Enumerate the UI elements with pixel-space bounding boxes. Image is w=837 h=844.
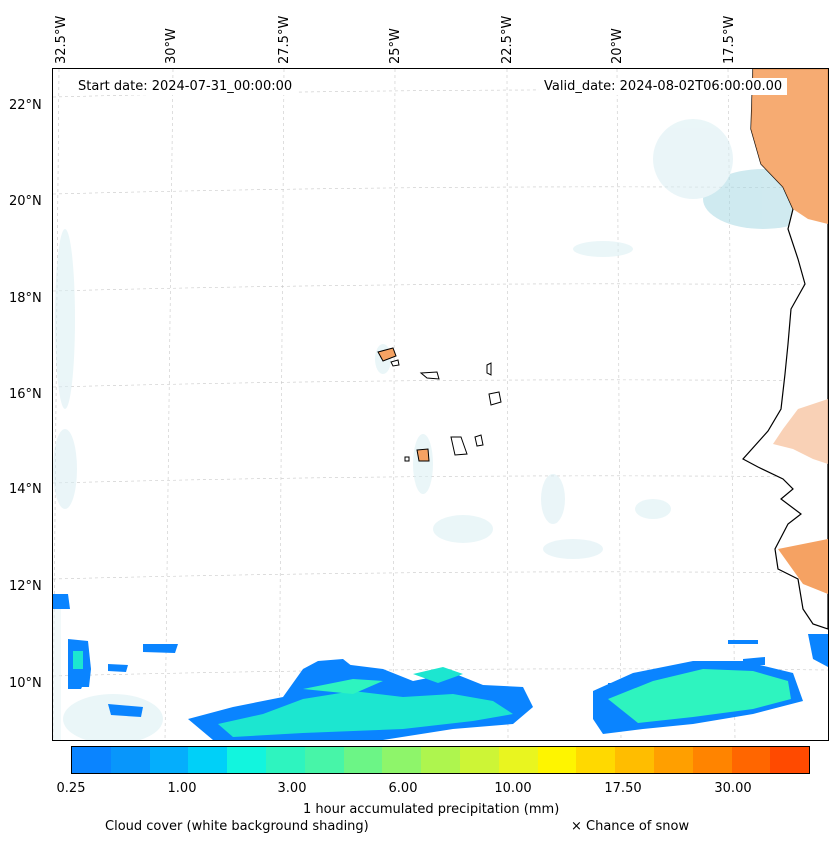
lon-label: 22.5°W — [500, 15, 515, 64]
lat-label: 16°N — [9, 387, 42, 402]
lon-label: 17.5°W — [722, 15, 737, 64]
map-panel[interactable]: Start date: 2024-07-31_00:00:00 Valid_da… — [52, 68, 829, 741]
colorbar-segment — [421, 747, 460, 773]
colorbar-tick: 0.25 — [56, 781, 86, 796]
start-date-label: Start date: 2024-07-31_00:00:00 — [73, 78, 298, 95]
colorbar-segment — [72, 747, 111, 773]
colorbar-tick: 30.00 — [714, 781, 752, 796]
sahara-shading — [751, 69, 828, 224]
lon-label: 27.5°W — [277, 15, 292, 64]
colorbar-segment — [227, 747, 266, 773]
colorbar-segment — [498, 747, 538, 773]
colorbar-segment — [149, 747, 189, 773]
lat-label: 20°N — [9, 194, 42, 209]
colorbar-title: 1 hour accumulated precipitation (mm) — [303, 802, 560, 817]
lon-label: 25°W — [388, 28, 403, 64]
colorbar-tick: 1.00 — [167, 781, 197, 796]
colorbar-segment — [343, 747, 383, 773]
lat-label: 12°N — [9, 579, 42, 594]
colorbar-segment — [188, 747, 228, 773]
colorbar-segment — [459, 747, 499, 773]
colorbar-segment — [110, 747, 150, 773]
cloud-cover-legend: Cloud cover (white background shading) — [105, 819, 369, 834]
colorbar-segment — [653, 747, 693, 773]
lat-label: 14°N — [9, 482, 42, 497]
colorbar-segment — [615, 747, 654, 773]
lat-label: 10°N — [9, 676, 42, 691]
colorbar-segment — [576, 747, 616, 773]
colorbar-segment — [382, 747, 422, 773]
lat-label: 18°N — [9, 291, 42, 306]
colorbar-segment — [731, 747, 771, 773]
valid-date-label: Valid_date: 2024-08-02T06:00:00.00 — [539, 78, 788, 95]
snow-legend: × Chance of snow — [571, 819, 690, 834]
cape-verde-islands — [377, 347, 502, 462]
colorbar-tick: 17.50 — [604, 781, 642, 796]
guinea-coast-land — [778, 539, 828, 594]
colorbar-tick: 10.00 — [494, 781, 532, 796]
map-canvas — [53, 69, 828, 740]
colorbar-tick: 3.00 — [277, 781, 307, 796]
lon-label: 30°W — [164, 28, 179, 64]
colorbar-segment — [692, 747, 732, 773]
colorbar-segment — [537, 747, 577, 773]
precipitation-patches — [53, 594, 828, 740]
precipitation-colorbar — [71, 746, 810, 774]
colorbar-segment — [304, 747, 344, 773]
lon-label: 20°W — [610, 28, 625, 64]
colorbar-segment — [265, 747, 305, 773]
colorbar-segment — [770, 747, 810, 773]
lat-label: 22°N — [9, 98, 42, 113]
lon-label: 32.5°W — [54, 15, 69, 64]
colorbar-tick: 6.00 — [388, 781, 418, 796]
west-africa-shading — [773, 399, 828, 464]
